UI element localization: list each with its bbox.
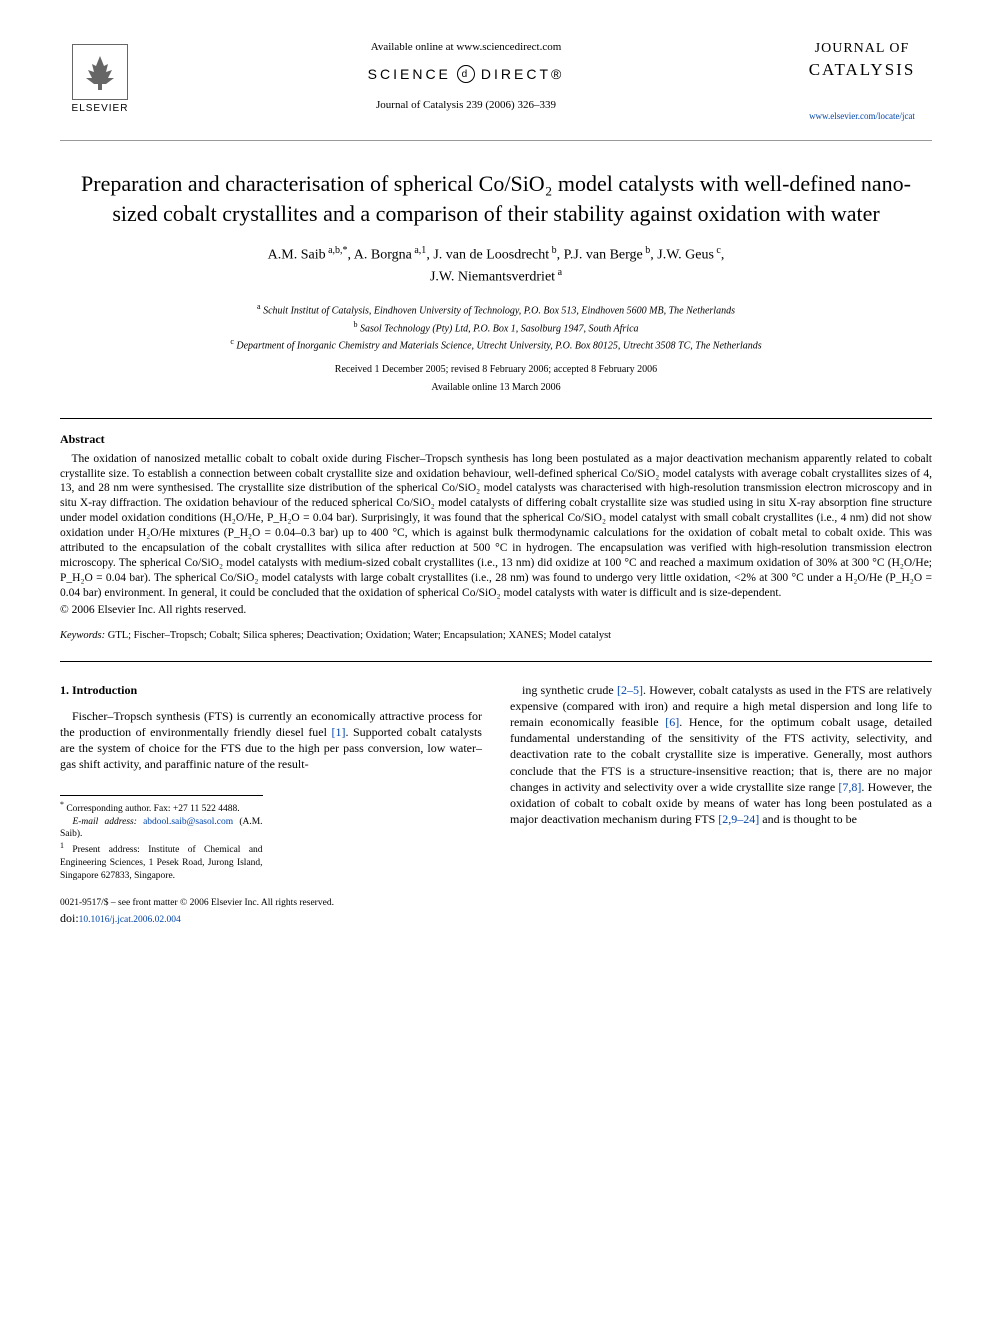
doi-line: doi:10.1016/j.jcat.2006.02.004 [60, 910, 482, 927]
publisher-logo: ELSEVIER [60, 40, 140, 120]
article-title: Preparation and characterisation of sphe… [60, 169, 932, 228]
abstract-text: The oxidation of nanosized metallic coba… [60, 452, 932, 601]
science-direct-word1: SCIENCE [368, 65, 451, 84]
doi-label: doi: [60, 911, 79, 925]
publisher-name: ELSEVIER [72, 102, 129, 116]
affiliation-c: Department of Inorganic Chemistry and Ma… [236, 340, 761, 351]
affiliation-b: Sasol Technology (Pty) Ltd, P.O. Box 1, … [360, 323, 639, 334]
copyright-line: © 2006 Elsevier Inc. All rights reserved… [60, 603, 932, 619]
corresponding-text: Corresponding author. Fax: +27 11 522 44… [66, 804, 239, 814]
ref-link[interactable]: [2,9–24] [718, 812, 759, 826]
journal-citation: Journal of Catalysis 239 (2006) 326–339 [160, 98, 772, 113]
email-label: E-mail address: [72, 817, 136, 827]
affiliations: a Schuit Institut of Catalysis, Eindhove… [60, 301, 932, 353]
header-center: Available online at www.sciencedirect.co… [140, 40, 792, 113]
footnotes: * Corresponding author. Fax: +27 11 522 … [60, 795, 263, 883]
keywords-block: Keywords: GTL; Fischer–Tropsch; Cobalt; … [60, 629, 932, 643]
column-right: ing synthetic crude [2–5]. However, coba… [510, 682, 932, 927]
keywords-label: Keywords: [60, 630, 105, 641]
issn-line: 0021-9517/$ – see front matter © 2006 El… [60, 897, 482, 910]
elsevier-tree-icon [72, 44, 128, 100]
author-email-link[interactable]: abdool.saib@sasol.com [143, 817, 233, 827]
intro-paragraph-1: Fischer–Tropsch synthesis (FTS) is curre… [60, 708, 482, 773]
abstract-bottom-rule [60, 661, 932, 662]
body-columns: 1. Introduction Fischer–Tropsch synthesi… [60, 682, 932, 927]
online-date: Available online 13 March 2006 [60, 381, 932, 395]
email-note: E-mail address: abdool.saib@sasol.com (A… [60, 816, 263, 842]
available-online-text: Available online at www.sciencedirect.co… [160, 40, 772, 55]
ref-link[interactable]: [7,8] [838, 780, 861, 794]
keywords-list: GTL; Fischer–Tropsch; Cobalt; Silica sph… [108, 630, 611, 641]
science-direct-icon: d [457, 65, 475, 83]
author-list: A.M. Saib a,b,*, A. Borgna a,1, J. van d… [60, 244, 932, 287]
header-row: ELSEVIER Available online at www.science… [60, 40, 932, 122]
doi-link[interactable]: 10.1016/j.jcat.2006.02.004 [79, 915, 181, 925]
column-left: 1. Introduction Fischer–Tropsch synthesi… [60, 682, 482, 927]
corresponding-author-note: * Corresponding author. Fax: +27 11 522 … [60, 800, 263, 816]
intro-paragraph-1-cont: ing synthetic crude [2–5]. However, coba… [510, 682, 932, 828]
ref-link[interactable]: [6] [665, 715, 679, 729]
manuscript-dates: Received 1 December 2005; revised 8 Febr… [60, 363, 932, 377]
abstract-top-rule [60, 418, 932, 419]
journal-homepage-link[interactable]: www.elsevier.com/locate/jcat [792, 110, 932, 122]
science-direct-word2: DIRECT® [481, 65, 564, 84]
journal-logo-block: JOURNAL OF CATALYSIS www.elsevier.com/lo… [792, 40, 932, 122]
present-address-note: 1 Present address: Institute of Chemical… [60, 841, 263, 883]
abstract-heading: Abstract [60, 431, 932, 447]
header-divider [60, 140, 932, 141]
journal-name-line2: CATALYSIS [792, 59, 932, 82]
present-address-text: Present address: Institute of Chemical a… [60, 845, 263, 881]
science-direct-logo: SCIENCE d DIRECT® [160, 65, 772, 84]
affiliation-a: Schuit Institut of Catalysis, Eindhoven … [263, 306, 735, 317]
introduction-heading: 1. Introduction [60, 682, 482, 698]
ref-link[interactable]: [2–5] [617, 683, 643, 697]
ref-link[interactable]: [1] [331, 725, 345, 739]
journal-name-line1: JOURNAL OF [792, 40, 932, 59]
